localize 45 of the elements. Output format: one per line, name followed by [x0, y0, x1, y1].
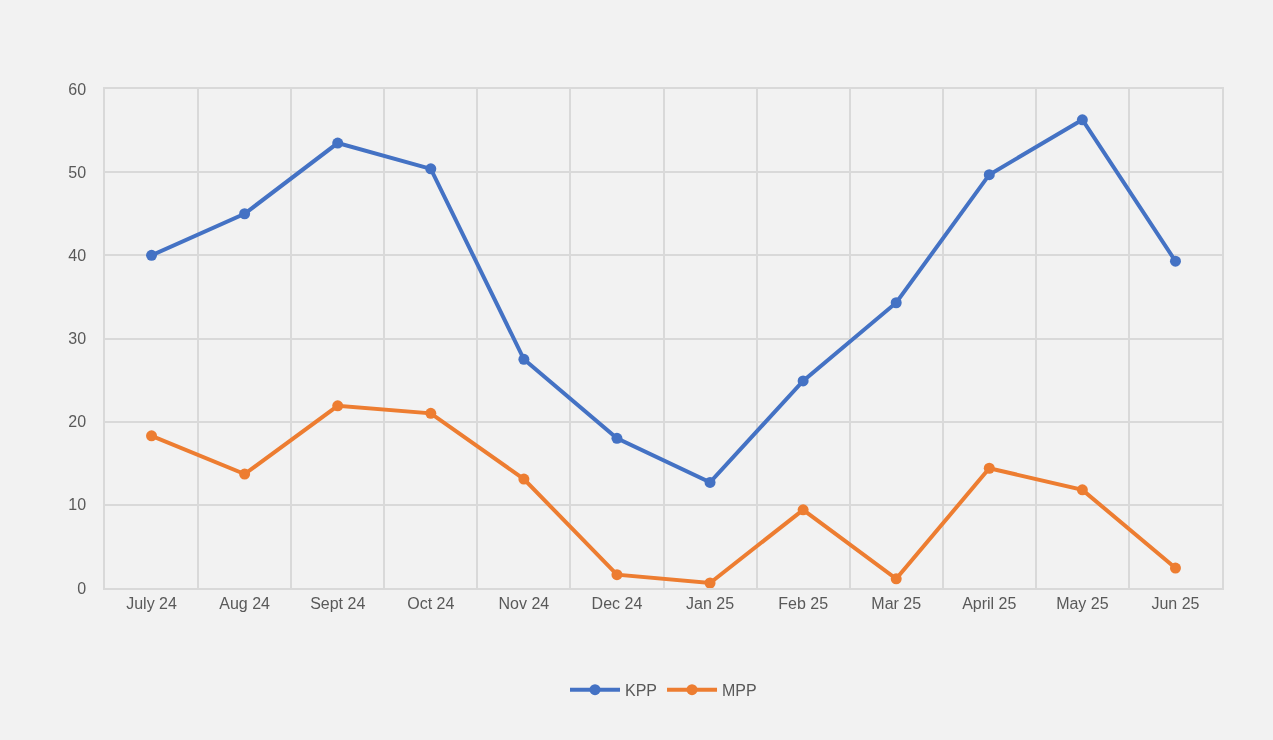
point	[1076, 484, 1088, 496]
point	[611, 569, 623, 581]
y-tick-label: 0	[77, 579, 87, 597]
x-tick-label: April 25	[962, 594, 1017, 612]
point	[890, 573, 902, 585]
point	[425, 163, 437, 175]
x-tick-label: Dec 24	[591, 594, 643, 612]
point	[239, 208, 251, 220]
x-tick-label: Aug 24	[219, 594, 271, 612]
point	[797, 504, 809, 516]
point	[704, 476, 716, 488]
x-tick-label: July 24	[126, 594, 177, 612]
point	[332, 137, 344, 149]
y-tick-label: 30	[68, 330, 87, 348]
x-tick-label: Nov 24	[498, 594, 550, 612]
x-tick-label: Feb 25	[778, 594, 829, 612]
point	[983, 462, 995, 474]
point	[146, 430, 158, 442]
x-tick-label: Jun 25	[1151, 594, 1200, 612]
point	[611, 432, 623, 444]
point	[518, 353, 530, 365]
legend-label: KPP	[625, 681, 658, 699]
point	[983, 169, 995, 181]
y-tick-label: 40	[68, 246, 87, 264]
point	[797, 375, 809, 387]
point	[1169, 255, 1181, 267]
point	[704, 577, 716, 588]
point	[890, 297, 902, 309]
y-tick-label: 50	[68, 163, 87, 181]
x-tick-label: Sept 24	[310, 594, 366, 612]
point	[425, 407, 437, 419]
legend-label: MPP	[722, 681, 757, 699]
y-tick-label: 60	[68, 80, 87, 98]
point	[518, 473, 530, 485]
y-tick-label: 10	[68, 496, 87, 514]
point	[239, 468, 251, 480]
y-tick-label: 20	[68, 413, 87, 431]
x-tick-label: Jan 25	[686, 594, 735, 612]
point	[332, 400, 344, 412]
point	[1169, 562, 1181, 574]
x-tick-label: Oct 24	[407, 594, 455, 612]
x-tick-label: Mar 25	[871, 594, 922, 612]
point	[1076, 114, 1088, 126]
point	[146, 249, 158, 261]
x-tick-label: May 25	[1056, 594, 1109, 612]
